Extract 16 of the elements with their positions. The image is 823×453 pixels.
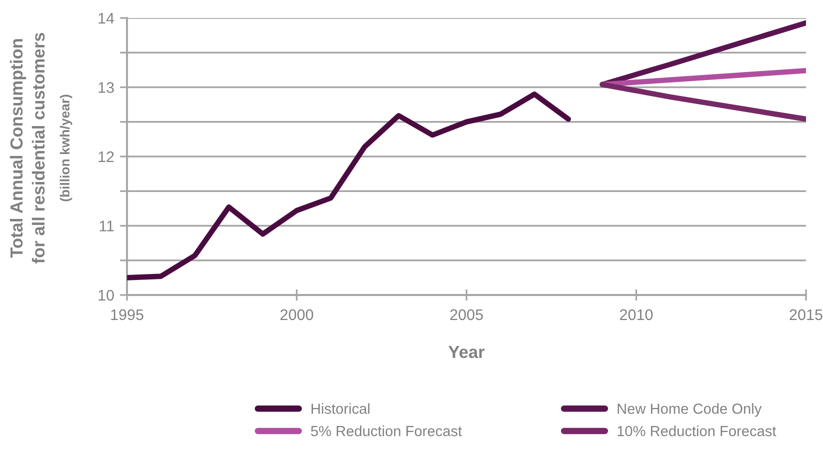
legend-label: Historical — [312, 403, 370, 414]
x-tick-label: 2010 — [620, 309, 653, 320]
y-tick-label: 13 — [98, 82, 114, 93]
y-axis-title: Total Annual Consumption for all residential customers (billion kwh/year) — [10, 32, 72, 264]
y-tick-label: 12 — [98, 151, 114, 162]
legend-label: New Home Code Only — [618, 403, 762, 417]
x-tick-label: 2000 — [280, 309, 314, 320]
x-tick-label: 2005 — [450, 309, 483, 320]
y-tick-label: 10 — [98, 290, 114, 301]
legend-label: 10% Reduction Forecast — [618, 426, 776, 436]
x-tick-label: 2015 — [790, 309, 822, 320]
legend-label: 5% Reduction Forecast — [311, 426, 462, 436]
x-axis-title: Year — [448, 346, 485, 358]
y-tick-label: 14 — [98, 13, 114, 24]
x-tick-label: 1995 — [111, 309, 144, 320]
y-tick-label: 11 — [100, 220, 114, 232]
